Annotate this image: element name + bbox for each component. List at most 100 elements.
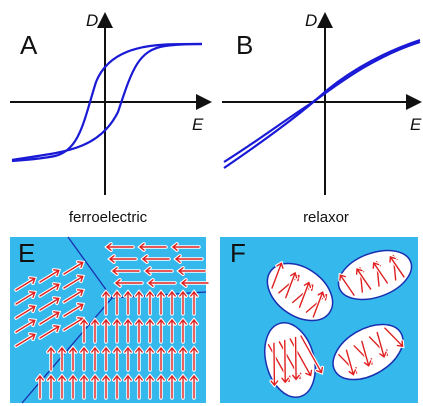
dipole [135,290,143,315]
polar-region [337,249,413,301]
dipole [80,346,88,371]
dipole [147,279,176,287]
dipole [15,305,36,319]
panel-a: A D E ferroelectric [10,11,212,226]
dipole [292,336,300,381]
dipole [168,290,176,315]
dipole [179,346,187,371]
dipole [171,243,200,251]
dipole [190,290,198,315]
polar-region [266,260,334,322]
dipole [157,374,165,399]
dipole [135,346,143,371]
dipole [63,303,84,317]
dipole [141,255,170,263]
dipole [361,340,372,367]
dipole [58,374,66,399]
dipole [355,268,372,290]
dipole [179,290,187,315]
dipole [300,335,323,374]
dipole [47,346,55,371]
dipole [157,346,165,371]
dipole [39,297,60,311]
dipole [124,374,132,399]
dipole [372,262,389,284]
dipole [15,277,36,291]
dipole [124,318,132,343]
dipole [345,349,357,376]
axis-label: E [192,115,204,134]
dipole [39,269,60,283]
dipole [114,279,143,287]
dipole [113,374,121,399]
dipole [124,346,132,371]
dipole [91,346,99,371]
dipole [111,267,140,275]
dipole [270,342,279,387]
dipole [135,318,143,343]
dipole [15,319,36,333]
dipole [157,290,165,315]
dipole [91,318,99,343]
dipole [339,274,355,296]
dipole [63,275,84,289]
dipole [113,290,121,315]
hysteresis-loop [11,42,203,163]
dipole [102,318,110,343]
dipole [384,327,404,347]
dipole [146,290,154,315]
dipole [15,333,36,347]
dipole [105,243,134,251]
panel-f [220,237,418,403]
polar-region [264,322,325,398]
dipole [146,374,154,399]
dipole [289,338,313,377]
polar-region [332,323,405,381]
dipole [179,318,187,343]
panel-b: B D E relaxor [222,11,422,226]
dipole [179,374,187,399]
dipole [285,271,298,299]
dipole [190,374,198,399]
dipole [168,346,176,371]
dipole [39,283,60,297]
dipole [135,374,143,399]
dipole [91,374,99,399]
dipole [80,318,88,343]
panel-label: A [20,30,38,60]
dipole [190,346,198,371]
caption: relaxor [303,209,349,226]
dipole [180,279,209,287]
dipole [102,290,110,315]
dipole [47,374,55,399]
dipole [281,339,290,384]
dipole [102,346,110,371]
loop [223,40,421,163]
panel-e [10,236,210,404]
dipole [113,346,121,371]
panel-label: F [230,238,246,268]
dipole [389,256,405,278]
dipole [69,374,77,399]
panel-label: E [18,238,35,268]
panel-label: B [236,30,253,60]
dipole [124,290,132,315]
dipole [36,374,44,399]
dipole [146,346,154,371]
axis-label: D [86,11,98,30]
dipole [168,318,176,343]
dipole [146,318,154,343]
loop [223,38,421,169]
dipole [177,267,206,275]
dipole [15,291,36,305]
dipole [312,291,325,318]
dipole [63,289,84,303]
dipole [108,255,137,263]
dipole [271,262,284,289]
axis-label: E [410,115,422,134]
dipole [168,374,176,399]
dipole [190,318,198,343]
dipole [113,318,121,343]
dipole [63,261,84,275]
